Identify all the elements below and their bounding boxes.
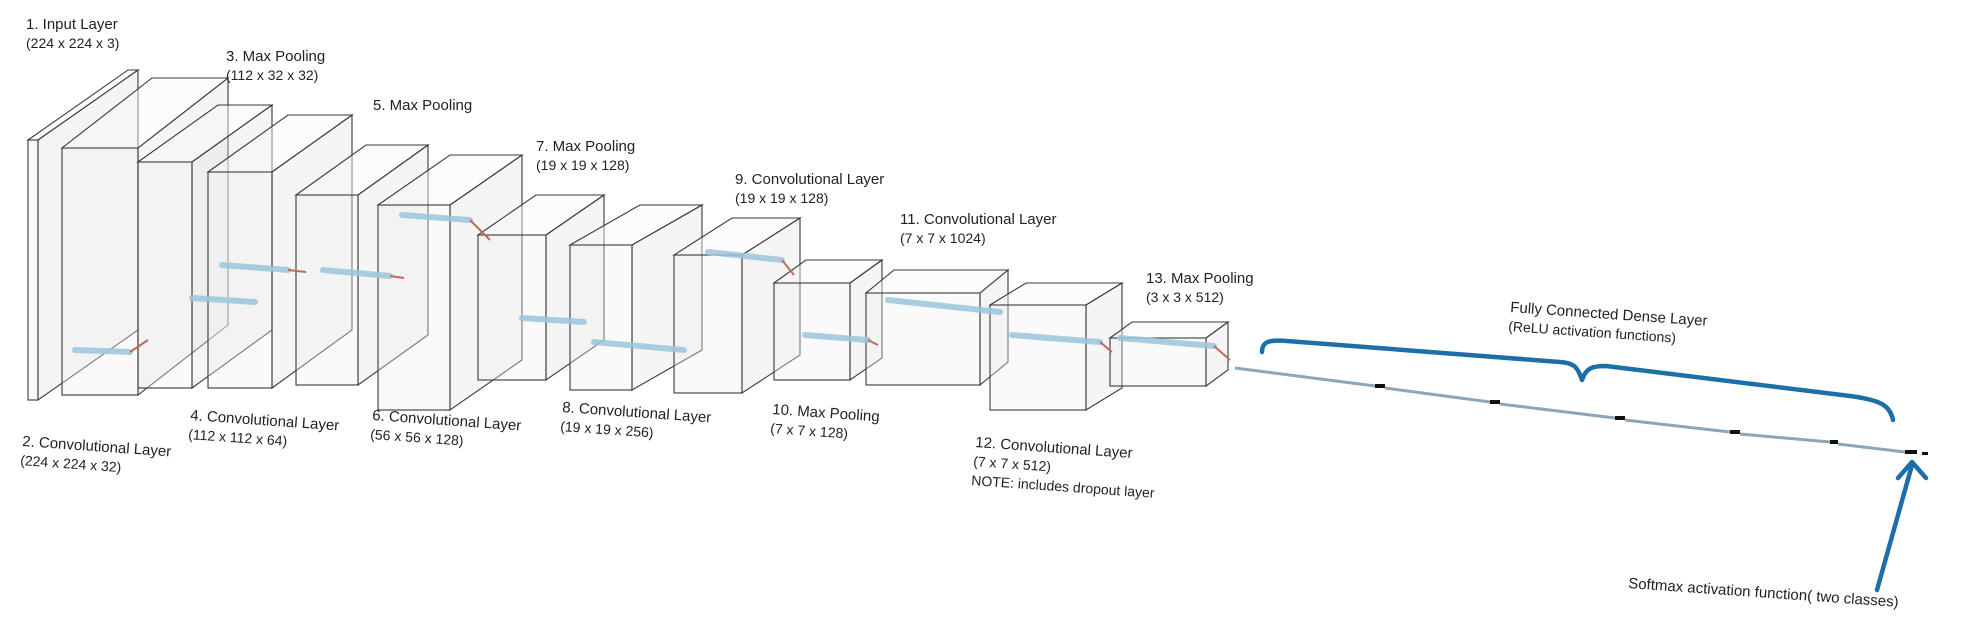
layer-5-name: 5. Max Pooling — [373, 97, 472, 114]
dense-node — [1615, 416, 1625, 420]
layer-9-name: 9. Convolutional Layer — [735, 171, 884, 188]
layer-2-dims: (224 x 224 x 32) — [20, 452, 122, 475]
conv-filter — [1009, 332, 1103, 345]
conv-filter-tip — [287, 269, 307, 273]
conv-filter — [219, 262, 291, 273]
dense-node — [1490, 400, 1500, 404]
conv-filter — [885, 297, 1003, 315]
layer-13-name: 13. Max Pooling — [1146, 270, 1254, 287]
layer-box-1 — [26, 68, 140, 402]
conv-filter — [802, 332, 871, 343]
layer-11-name: 11. Convolutional Layer — [900, 211, 1057, 228]
layer-8-dims: (19 x 19 x 256) — [560, 418, 654, 440]
layer-box-4 — [206, 113, 354, 390]
output-node — [1922, 452, 1928, 455]
softmax-label: Softmax activation function( two classes… — [1628, 575, 1899, 611]
layer-box-7 — [476, 193, 606, 382]
layer-6-dims: (56 x 56 x 128) — [370, 426, 464, 448]
layer-11-dims: (7 x 7 x 1024) — [900, 230, 986, 246]
conv-filter-tip — [781, 259, 795, 276]
layer-box-12 — [988, 282, 1124, 411]
dense-segment — [1499, 402, 1616, 420]
layer-1-dims: (224 x 224 x 3) — [26, 35, 119, 51]
conv-filter — [591, 339, 687, 353]
dense-segment — [1384, 386, 1491, 404]
conv-filter-tip — [129, 339, 149, 353]
layer-12-dims: (7 x 7 x 512) — [973, 453, 1052, 474]
dense-layer-line — [1234, 366, 1928, 455]
dense-segment — [1739, 432, 1831, 444]
layer-box-9 — [672, 216, 802, 395]
conv-filter-tip — [1099, 341, 1113, 353]
conv-filter — [320, 267, 393, 279]
layer-7-dims: (19 x 19 x 128) — [536, 157, 629, 173]
conv-filter-tip — [389, 275, 405, 279]
layer-12-note: NOTE: includes dropout layer — [971, 472, 1156, 501]
layer-box-11 — [864, 268, 1010, 387]
conv-filter — [1117, 335, 1217, 349]
layer-box-8 — [567, 204, 705, 391]
conv-filter-tip — [867, 339, 879, 346]
dense-segment — [1624, 418, 1731, 434]
conv-filter — [399, 212, 473, 223]
layer-box-3 — [136, 103, 274, 390]
dense-node — [1905, 450, 1917, 454]
dense-node — [1830, 440, 1838, 444]
dense-layer-brace — [1259, 338, 1896, 423]
dense-node — [1375, 384, 1385, 388]
conv-filters — [72, 212, 1231, 361]
layer-7-name: 7. Max Pooling — [536, 138, 635, 155]
softmax-arrow — [1874, 459, 1929, 593]
dense-node — [1730, 430, 1740, 434]
layer-9-dims: (19 x 19 x 128) — [735, 190, 828, 206]
layer-10-dims: (7 x 7 x 128) — [770, 420, 849, 441]
layer-3-name: 3. Max Pooling — [226, 48, 325, 65]
conv-filter-tip — [1213, 345, 1231, 361]
dense-segment — [1234, 366, 1376, 388]
conv-filter — [72, 347, 133, 355]
layer-3-dims: (112 x 32 x 32) — [226, 67, 318, 83]
layer-13-dims: (3 x 3 x 512) — [1146, 289, 1224, 305]
layer-box-13 — [1108, 320, 1230, 388]
layer-4-dims: (112 x 112 x 64) — [188, 426, 288, 449]
dense-segment — [1837, 442, 1906, 454]
conv-filter-tip — [469, 219, 491, 241]
conv-filter — [705, 249, 785, 263]
conv-filter — [189, 295, 258, 305]
layer-boxes — [26, 68, 1230, 412]
layer-1-name: 1. Input Layer — [26, 16, 118, 33]
conv-filter — [519, 315, 587, 325]
layer-box-5 — [294, 143, 430, 387]
